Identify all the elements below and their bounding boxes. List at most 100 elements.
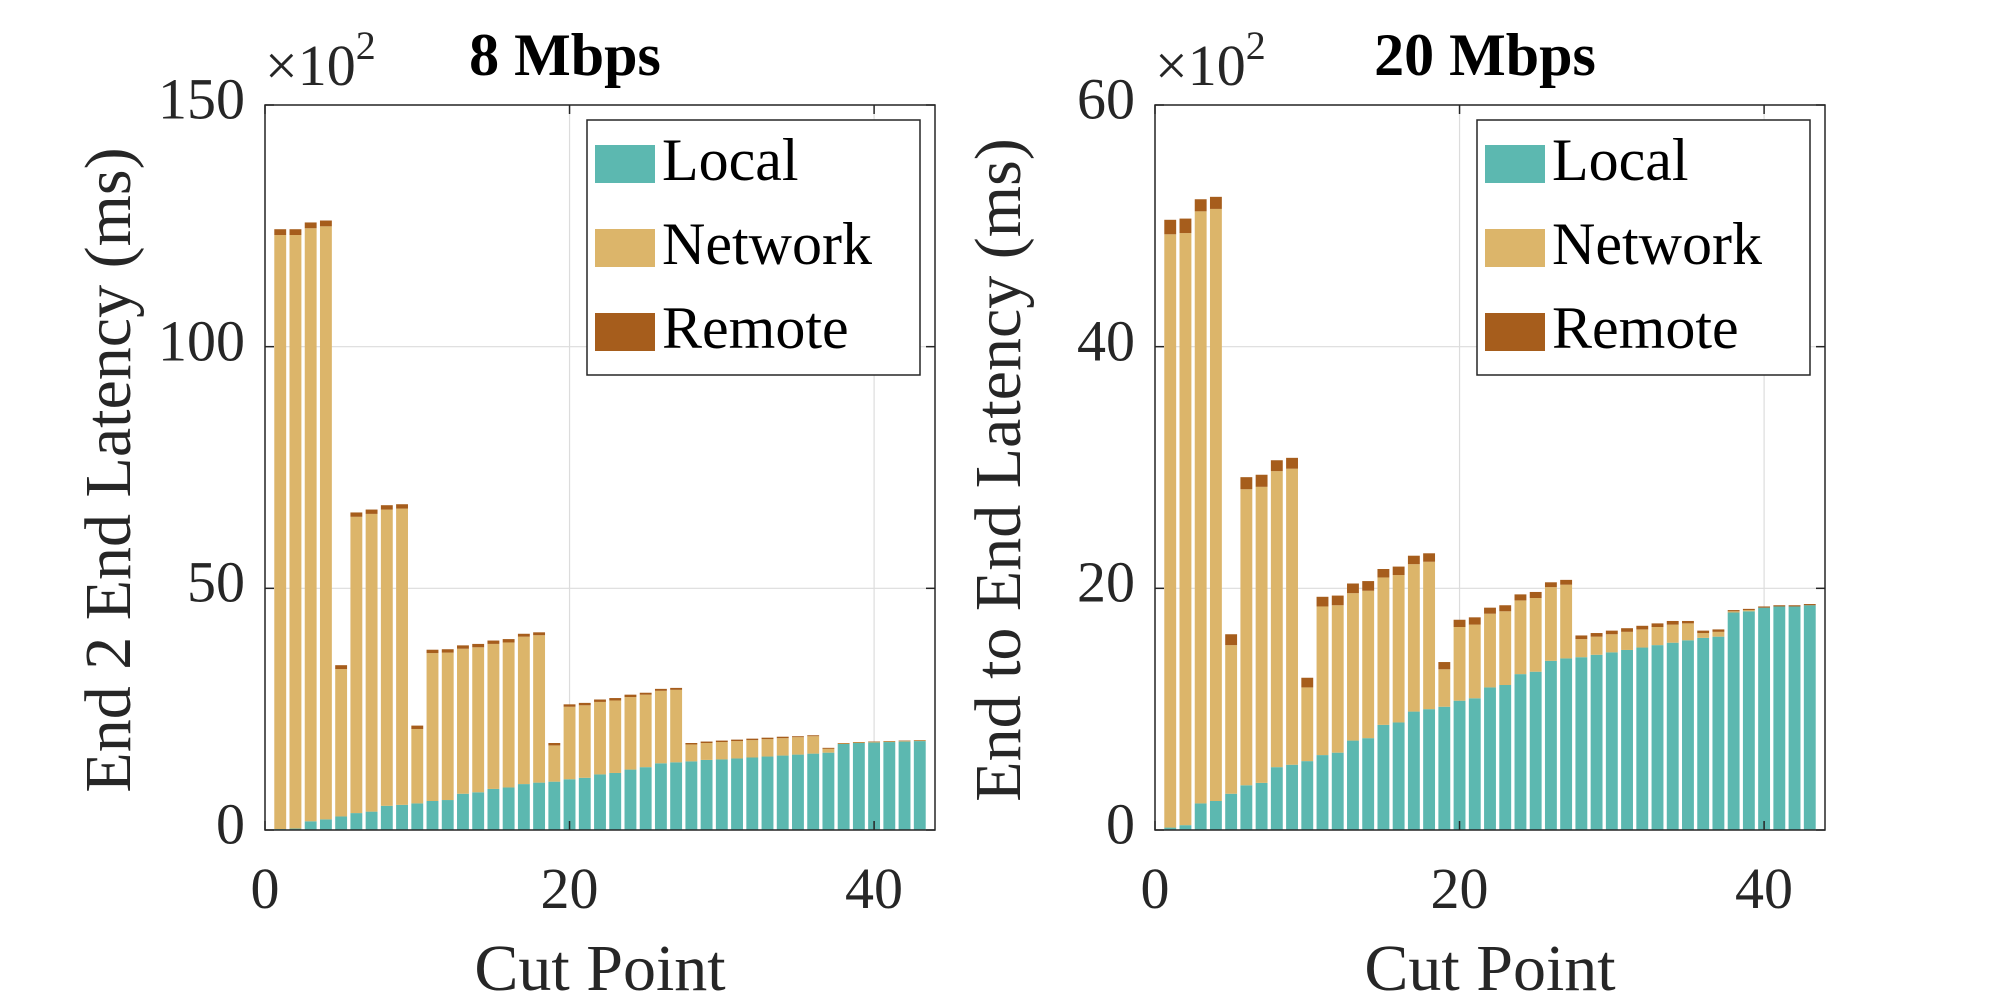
- bar-local: [594, 774, 606, 830]
- bar-network: [624, 697, 637, 770]
- bar-remote: [1194, 199, 1207, 212]
- legend-swatch-network: [1485, 229, 1545, 267]
- bar-network: [396, 508, 408, 805]
- bar-network: [335, 669, 348, 817]
- bar-network: [1423, 561, 1436, 710]
- bar-local: [1453, 700, 1466, 830]
- bar-local: [898, 741, 911, 830]
- bar-remote: [563, 704, 576, 707]
- y-tick-label: 150: [158, 66, 245, 131]
- bar-remote: [868, 741, 881, 743]
- bar-remote: [396, 504, 408, 509]
- bar-local: [563, 779, 576, 830]
- bar-local: [1727, 612, 1740, 830]
- bar-local: [868, 742, 881, 830]
- bar-local: [1240, 785, 1253, 830]
- bar-remote: [380, 505, 393, 510]
- y-tick-label: 0: [1106, 791, 1135, 856]
- bar-remote: [898, 740, 911, 742]
- y-tick-label: 40: [1077, 308, 1135, 373]
- bar-remote: [822, 747, 835, 749]
- bar-network: [319, 226, 332, 820]
- bar-network: [594, 701, 606, 775]
- bar-local: [822, 752, 835, 830]
- bar-network: [426, 653, 439, 801]
- bar-local: [1636, 647, 1649, 830]
- bar-network: [715, 742, 728, 760]
- bar-network: [487, 643, 500, 789]
- bar-remote: [304, 222, 317, 229]
- bar-local: [1697, 637, 1710, 830]
- bar-network: [1209, 208, 1222, 801]
- bar-remote: [654, 688, 667, 691]
- bar-remote: [1255, 474, 1268, 487]
- bar-network: [1240, 489, 1253, 786]
- bar-local: [1590, 654, 1603, 830]
- bar-network: [1712, 631, 1725, 637]
- bar-local: [411, 803, 424, 830]
- bar-local: [624, 769, 637, 830]
- bar-remote: [502, 639, 515, 643]
- bar-network: [1362, 590, 1375, 739]
- bar-network: [1438, 669, 1451, 707]
- bar-remote: [1758, 606, 1771, 608]
- bar-remote: [319, 220, 332, 227]
- bar-remote: [1392, 566, 1405, 576]
- bar-network: [1286, 468, 1298, 765]
- bar-local: [1560, 658, 1573, 830]
- bar-local: [578, 777, 591, 830]
- legend-label-local: Local: [1552, 127, 1689, 193]
- bar-remote: [1605, 630, 1618, 635]
- bar-local: [1392, 722, 1405, 830]
- bar-local: [731, 758, 743, 830]
- bar-remote: [1575, 635, 1588, 640]
- bar-network: [1331, 605, 1344, 753]
- bar-network: [639, 694, 652, 768]
- bar-local: [365, 811, 378, 830]
- bar-remote: [1712, 629, 1725, 632]
- bar-network: [1666, 624, 1679, 643]
- bar-local: [1316, 755, 1329, 830]
- bar-network: [1484, 613, 1496, 688]
- bar-local: [700, 759, 713, 830]
- bar-network: [1697, 633, 1710, 638]
- chart-20-mbps: 0 20 40 60 0 20 40 Cut Point End to End …: [962, 22, 1826, 1000]
- bar-network: [1270, 471, 1283, 768]
- bar-network: [441, 652, 454, 801]
- bar-remote: [837, 743, 850, 744]
- bar-remote: [883, 741, 896, 742]
- bar-local: [1347, 740, 1359, 830]
- bar-local: [487, 788, 500, 830]
- bar-remote: [670, 687, 683, 690]
- bar-local: [1575, 657, 1588, 830]
- bar-network: [1742, 610, 1755, 612]
- chart-title: 20 Mbps: [1374, 22, 1596, 88]
- bar-remote: [1682, 620, 1694, 624]
- bar-network: [1636, 629, 1649, 648]
- legend-swatch-remote: [1485, 313, 1545, 351]
- bar-remote: [1164, 219, 1177, 235]
- y-axis-label: End to End Latency (ms): [962, 138, 1035, 801]
- bar-network: [837, 743, 850, 744]
- bar-local: [1544, 660, 1557, 830]
- y-tick-label: 20: [1077, 549, 1135, 614]
- bar-local: [1666, 642, 1679, 830]
- bar-local: [1651, 645, 1664, 830]
- bar-remote: [792, 736, 804, 738]
- bar-network: [700, 743, 713, 760]
- legend-label-local: Local: [662, 127, 799, 193]
- bar-local: [1194, 803, 1207, 830]
- bar-local: [319, 819, 332, 830]
- bar-local: [396, 804, 408, 830]
- bar-network: [411, 728, 424, 804]
- bar-local: [1621, 649, 1633, 830]
- x-axis-label: Cut Point: [474, 932, 725, 1000]
- bar-remote: [548, 743, 561, 746]
- bar-network: [761, 739, 774, 757]
- bar-remote: [1773, 605, 1786, 607]
- bar-local: [715, 759, 728, 830]
- bar-remote: [1651, 623, 1664, 627]
- bar-local: [472, 792, 485, 830]
- bar-network: [1575, 639, 1588, 658]
- bar-remote: [776, 736, 789, 739]
